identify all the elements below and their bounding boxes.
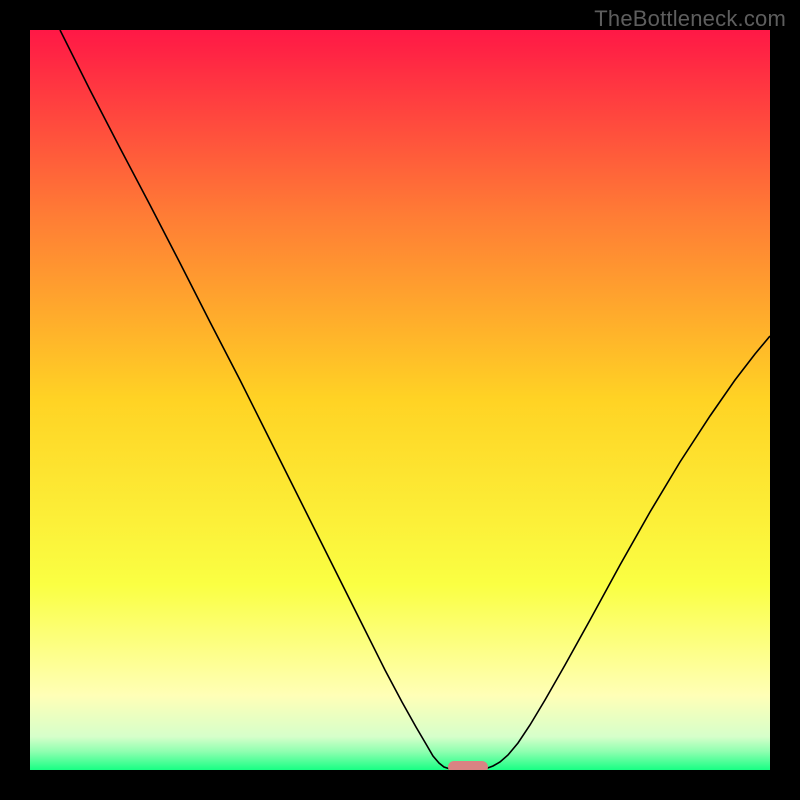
watermark-text: TheBottleneck.com [594,6,786,32]
gradient-background [30,30,770,770]
plot-svg [30,30,770,770]
optimum-marker [448,761,488,770]
chart-frame: TheBottleneck.com [0,0,800,800]
bottleneck-plot [30,30,770,770]
